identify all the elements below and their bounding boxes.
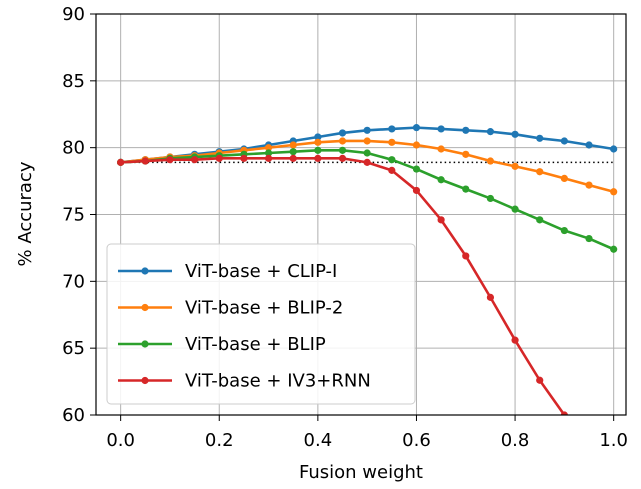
data-point [560,137,568,145]
data-point [314,146,322,154]
data-point [560,174,568,183]
data-point [437,216,445,224]
data-point [486,128,495,136]
data-point [486,157,495,165]
y-tick-label: 80 [62,138,85,159]
data-point [363,126,371,134]
legend-label: ViT-base + IV3+RNN [185,371,371,392]
data-point [462,185,470,193]
data-point [462,252,470,260]
legend-label: ViT-base + BLIP [185,334,326,355]
data-point [264,149,273,157]
data-point [141,157,149,165]
legend-box [106,243,416,405]
data-point [191,156,199,164]
data-point [388,166,396,174]
series-4 [117,154,617,485]
legend-item: ViT-base + CLIP-I [118,261,337,282]
data-point [363,158,371,166]
data-point [388,125,396,133]
y-axis: 60 65 70 75 80 85 90 [62,4,96,426]
data-point [437,125,445,133]
data-point [289,141,297,149]
data-point [289,148,297,156]
data-point [412,165,421,173]
data-point [462,126,470,134]
data-point [511,336,519,344]
data-point [412,124,421,132]
y-tick-label: 60 [62,405,85,426]
legend-label: ViT-base + BLIP-2 [185,298,343,319]
data-point [486,293,495,301]
legend-item: ViT-base + BLIP-2 [118,298,343,319]
data-point [388,156,396,164]
legend-item: ViT-base + IV3+RNN [118,371,371,392]
y-tick-label: 90 [62,4,85,25]
data-point [536,168,544,176]
data-point [412,141,421,149]
data-point [314,154,322,162]
x-tick-label: 0.4 [304,430,333,451]
x-tick-label: 0.8 [501,430,530,451]
data-point [486,194,495,203]
data-point [536,376,544,384]
y-tick-label: 65 [62,338,85,359]
data-point [585,234,593,243]
data-point [511,130,519,138]
data-point [117,158,125,166]
data-point [585,445,592,452]
data-point [215,154,223,162]
data-point [388,138,396,146]
data-point [437,176,445,184]
y-tick-label: 75 [62,205,85,226]
legend-swatch-marker [141,267,149,275]
series-layer [117,124,618,485]
data-point [437,145,445,153]
data-point [536,216,544,224]
data-point [264,144,273,152]
legend: ViT-base + CLIP-I ViT-base + BLIP-2 ViT-ba… [106,243,416,405]
data-point [610,188,618,196]
data-point [363,149,371,157]
data-point [585,181,593,189]
y-tick-label: 70 [62,271,85,292]
data-point [536,134,544,142]
x-axis: 0.0 0.2 0.4 0.6 0.8 1.0 [106,415,628,451]
data-point [610,478,617,485]
data-point [314,138,322,146]
data-point [166,156,174,164]
data-point [338,146,347,154]
x-tick-label: 0.2 [205,430,234,451]
data-point [560,411,568,415]
data-point [462,150,470,158]
data-point [314,133,322,141]
data-point [363,137,371,145]
data-point [511,162,519,170]
data-point [338,154,347,162]
x-tick-label: 0.0 [106,430,135,451]
legend-swatch-marker [141,303,149,312]
legend-label: ViT-base + CLIP-I [185,261,337,282]
data-point [338,137,347,145]
data-point [610,245,618,253]
x-tick-label: 1.0 [599,430,628,451]
x-tick-label: 0.6 [402,430,431,451]
legend-item: ViT-base + BLIP [118,334,326,355]
data-point [585,141,593,149]
legend-swatch-marker [141,340,149,348]
data-point [338,129,347,137]
data-point [289,154,297,162]
data-point [511,205,519,213]
legend-swatch-marker [141,376,149,385]
x-axis-label: Fusion weight [299,462,423,483]
data-point [560,226,568,235]
data-point [610,145,618,153]
data-point [264,154,273,162]
y-axis-label: % Accuracy [15,161,36,266]
data-point [240,154,248,162]
data-point [412,186,421,195]
y-tick-label: 85 [62,71,85,92]
